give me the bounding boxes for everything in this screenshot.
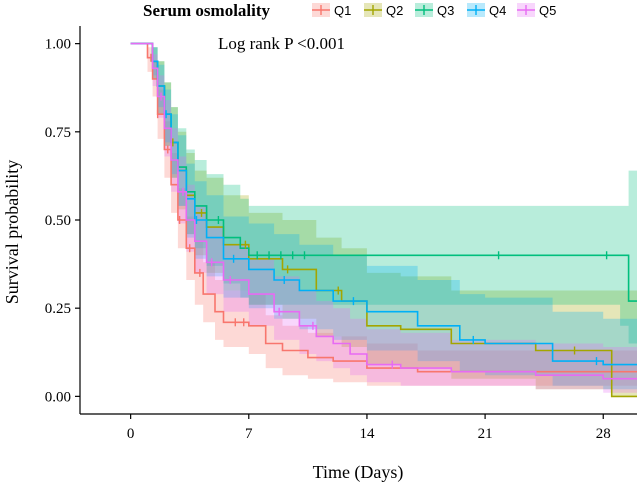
survival-curve-q5	[130, 42, 637, 380]
legend-item-q1: Q1	[312, 3, 351, 18]
legend-label-q1: Q1	[334, 3, 351, 18]
x-tick-label: 21	[478, 426, 493, 442]
logrank-annotation: Log rank P <0.001	[218, 34, 345, 53]
censor-marks	[150, 53, 608, 369]
y-tick-label: 0.50	[45, 213, 71, 229]
y-axis-label: Survival probability	[2, 160, 22, 304]
ci-band-q3	[130, 43, 637, 344]
ci-band-q2	[130, 43, 637, 397]
y-tick-label: 0.75	[45, 125, 71, 141]
legend-label-q5: Q5	[539, 3, 556, 18]
legend-title: Serum osmolality	[143, 1, 271, 20]
legend-label-q4: Q4	[489, 3, 506, 18]
x-tick-label: 7	[245, 426, 253, 442]
ci-band-q5	[130, 43, 637, 393]
y-tick-label: 0.25	[45, 301, 71, 317]
legend-item-q4: Q4	[467, 3, 506, 18]
confidence-bands	[130, 43, 637, 397]
x-tick-label: 14	[359, 426, 375, 442]
y-tick-label: 1.00	[45, 37, 71, 53]
y-tick-label: 0.00	[45, 389, 71, 405]
ci-band-q1	[130, 43, 637, 386]
legend-item-q3: Q3	[415, 3, 454, 18]
legend-label-q3: Q3	[437, 3, 454, 18]
y-axis-ticks: 0.00 0.25 0.50 0.75 1.00	[45, 37, 80, 405]
legend-label-q2: Q2	[386, 3, 403, 18]
x-tick-label: 0	[127, 426, 135, 442]
legend: Serum osmolality Q1 Q2 Q3 Q4 Q5	[143, 1, 556, 20]
legend-item-q2: Q2	[364, 3, 403, 18]
survival-curves	[130, 42, 637, 398]
x-tick-label: 28	[596, 426, 611, 442]
legend-keys: Q1 Q2 Q3 Q4 Q5	[312, 3, 556, 18]
x-axis-label: Time (Days)	[313, 462, 404, 483]
legend-item-q5: Q5	[517, 3, 556, 18]
x-axis-ticks: 0 7 14 21 28	[127, 414, 611, 442]
ci-band-q4	[130, 43, 637, 390]
